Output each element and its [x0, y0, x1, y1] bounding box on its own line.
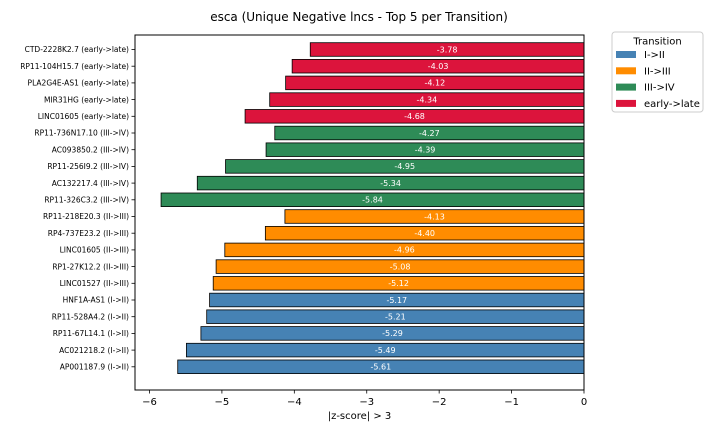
- y-tick-label: RP11-326C3.2 (III->IV): [44, 196, 129, 205]
- y-tick-labels: CTD-2228K2.7 (early->late) RP11-104H15.7 …: [20, 45, 135, 372]
- y-tick-label: RP1-27K12.2 (II->III): [52, 262, 129, 271]
- legend-swatch: [616, 67, 636, 75]
- x-axis-label: |z-score| > 3: [328, 411, 392, 422]
- bar-value-label: -5.84: [362, 196, 383, 205]
- bar-value-label: -4.96: [394, 246, 415, 255]
- bar-value-label: -5.34: [380, 179, 401, 188]
- bar-value-label: -5.29: [382, 329, 403, 338]
- bar-value-label: -5.12: [388, 279, 409, 288]
- y-tick-label: RP11-736N17.10 (III->IV): [34, 129, 129, 138]
- bar-value-label: -5.49: [375, 346, 396, 355]
- x-tick-label: −4: [287, 397, 302, 408]
- x-tick-label: −2: [432, 397, 447, 408]
- bar-value-label: -4.03: [428, 62, 449, 71]
- y-tick-label: RP11-218E20.3 (II->III): [43, 212, 129, 221]
- bars-layer: -3.78 -4.03 -4.12 -4.34 -4.68 -4.27 -4.39-4.95…: [160, 42, 585, 375]
- bar-value-label: -4.95: [394, 162, 415, 171]
- bar-value-label: -4.39: [415, 146, 436, 155]
- x-tick-label: −1: [504, 397, 519, 408]
- bar-value-label: -4.12: [424, 79, 445, 88]
- legend-swatch: [616, 51, 636, 58]
- y-tick-label: RP4-737E23.2 (II->III): [48, 229, 129, 238]
- y-tick-label: AC132217.4 (III->IV): [52, 179, 129, 188]
- plot-frame: [134, 34, 585, 391]
- y-tick-label: RP11-67L14.1 (I->II): [53, 329, 129, 338]
- x-tick-label: −3: [359, 397, 374, 408]
- bar-value-label: -5.17: [386, 296, 407, 305]
- bar-value-label: -4.68: [404, 112, 425, 121]
- y-tick-label: CTD-2228K2.7 (early->late): [25, 45, 129, 54]
- legend-label: II->III: [644, 66, 671, 77]
- x-tick-label: 0: [581, 397, 587, 408]
- y-tick-label: RP11-528A4.2 (I->II): [52, 312, 129, 321]
- bar-value-label: -4.34: [416, 95, 437, 104]
- legend-label: III->IV: [644, 83, 675, 94]
- y-tick-label: LINC01605 (early->late): [38, 112, 129, 121]
- y-tick-label: HNF1A-AS1 (I->II): [63, 296, 129, 305]
- x-axis: −6 −5 −4 −3 −2 −1 0: [142, 390, 587, 408]
- legend-swatch: [616, 83, 636, 91]
- y-tick-label: LINC01527 (II->III): [60, 279, 129, 288]
- bar-value-label: -5.08: [390, 262, 411, 271]
- y-tick-label: AC093850.2 (III->IV): [52, 145, 129, 154]
- y-tick-label: LINC01605 (II->III): [60, 246, 129, 255]
- legend: Transition I->II II->III III->IV early->lat…: [611, 31, 704, 113]
- y-tick-label: AC021218.2 (I->II): [59, 346, 129, 355]
- chart-title: esca (Unique Negative lncs - Top 5 per T…: [210, 10, 508, 24]
- bar-value-label: -3.78: [437, 45, 458, 54]
- y-tick-label: RP11-256I9.2 (III->IV): [47, 162, 129, 171]
- bar-value-label: -4.40: [414, 229, 435, 238]
- y-tick-label: RP11-104H15.7 (early->late): [20, 62, 129, 71]
- x-tick-label: −5: [215, 397, 230, 408]
- legend-swatch: [616, 99, 636, 107]
- legend-label: early->late: [644, 99, 700, 110]
- bar-value-label: -5.61: [371, 363, 392, 372]
- legend-items: I->II II->III III->IV early->late: [616, 50, 700, 110]
- legend-title: Transition: [632, 37, 681, 48]
- y-tick-label: MIR31HG (early->late): [44, 95, 129, 104]
- bar-value-label: -5.21: [385, 313, 406, 322]
- y-tick-label: PLA2G4E-AS1 (early->late): [28, 79, 130, 88]
- bar-value-label: -4.27: [419, 129, 440, 138]
- bar-value-label: -4.13: [424, 212, 445, 221]
- legend-label: I->II: [644, 50, 665, 61]
- y-tick-label: AP001187.9 (I->II): [60, 363, 129, 372]
- x-tick-label: −6: [142, 397, 157, 408]
